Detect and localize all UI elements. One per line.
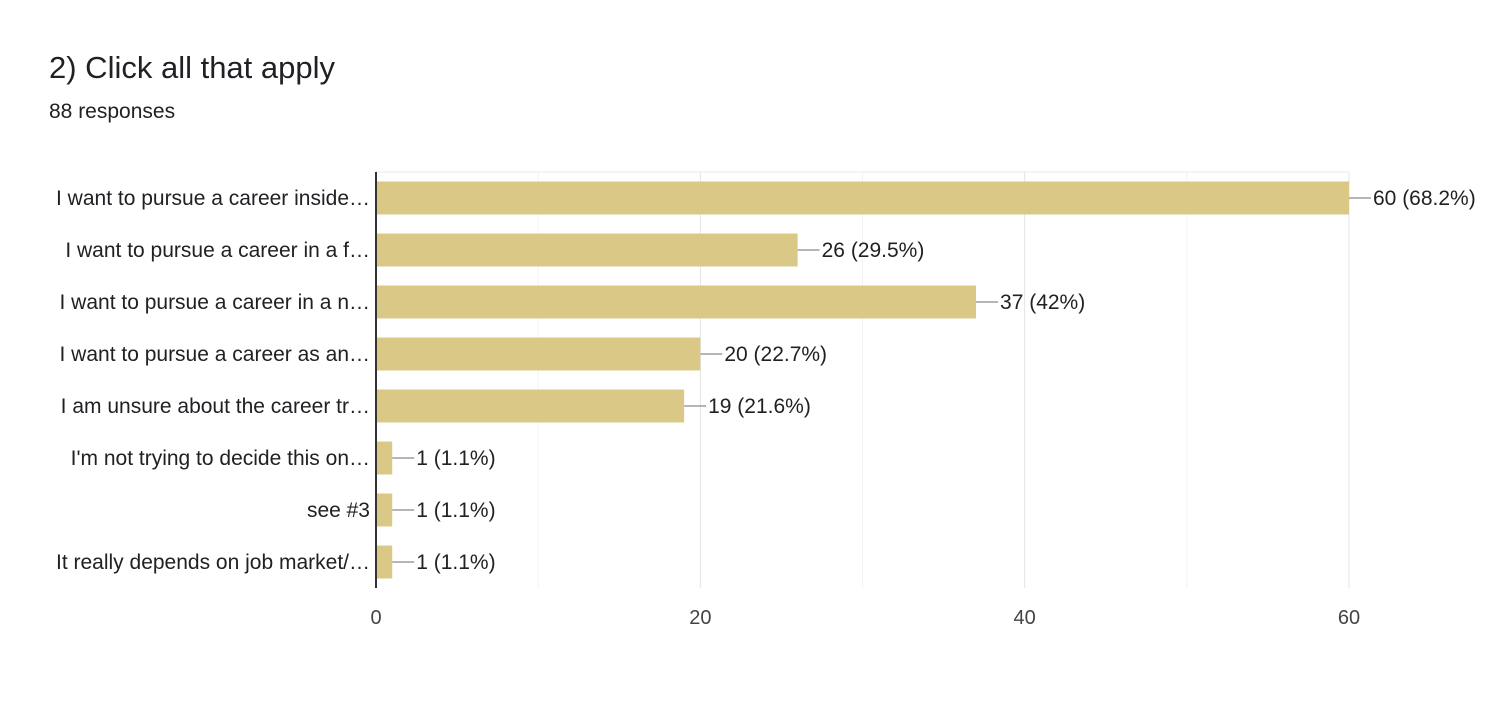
category-label: see #3 — [307, 499, 370, 522]
category-label: It really depends on job market/… — [56, 551, 370, 574]
category-label: I am unsure about the career tr… — [61, 395, 370, 418]
value-label: 1 (1.1%) — [416, 551, 495, 574]
bar — [376, 545, 393, 579]
category-label: I want to pursue a career inside… — [56, 187, 370, 210]
bar — [376, 441, 393, 475]
value-label: 37 (42%) — [1000, 291, 1085, 314]
chart-title: 2) Click all that apply — [49, 50, 336, 85]
x-tick-label: 40 — [1014, 607, 1036, 629]
bar — [376, 493, 393, 527]
grid-layer — [376, 171, 1350, 588]
x-tick-label: 60 — [1338, 607, 1360, 629]
category-label: I want to pursue a career in a f… — [65, 239, 370, 262]
category-label: I want to pursue a career as an… — [60, 343, 371, 366]
axis-layer: I want to pursue a career inside… I want … — [56, 172, 1360, 629]
value-label: 26 (29.5%) — [822, 239, 925, 262]
response-count: 88 responses — [49, 100, 176, 123]
category-label: I'm not trying to decide this on… — [71, 447, 370, 470]
value-label: 19 (21.6%) — [708, 395, 811, 418]
value-label: 1 (1.1%) — [416, 447, 495, 470]
category-label: I want to pursue a career in a n… — [60, 291, 371, 314]
value-label: 60 (68.2%) — [1373, 187, 1476, 210]
bar — [376, 337, 701, 371]
x-tick-label: 20 — [689, 607, 711, 629]
bar — [376, 389, 685, 423]
x-tick-label: 0 — [370, 607, 381, 629]
value-label: 1 (1.1%) — [416, 499, 495, 522]
bar — [376, 233, 798, 267]
bar — [376, 285, 977, 319]
bar — [376, 181, 1349, 215]
value-label: 20 (22.7%) — [724, 343, 827, 366]
bar-layer: 60 (68.2%) 26 (29.5%) 37 (42%) 20 (22.7%) 19… — [376, 181, 1476, 579]
